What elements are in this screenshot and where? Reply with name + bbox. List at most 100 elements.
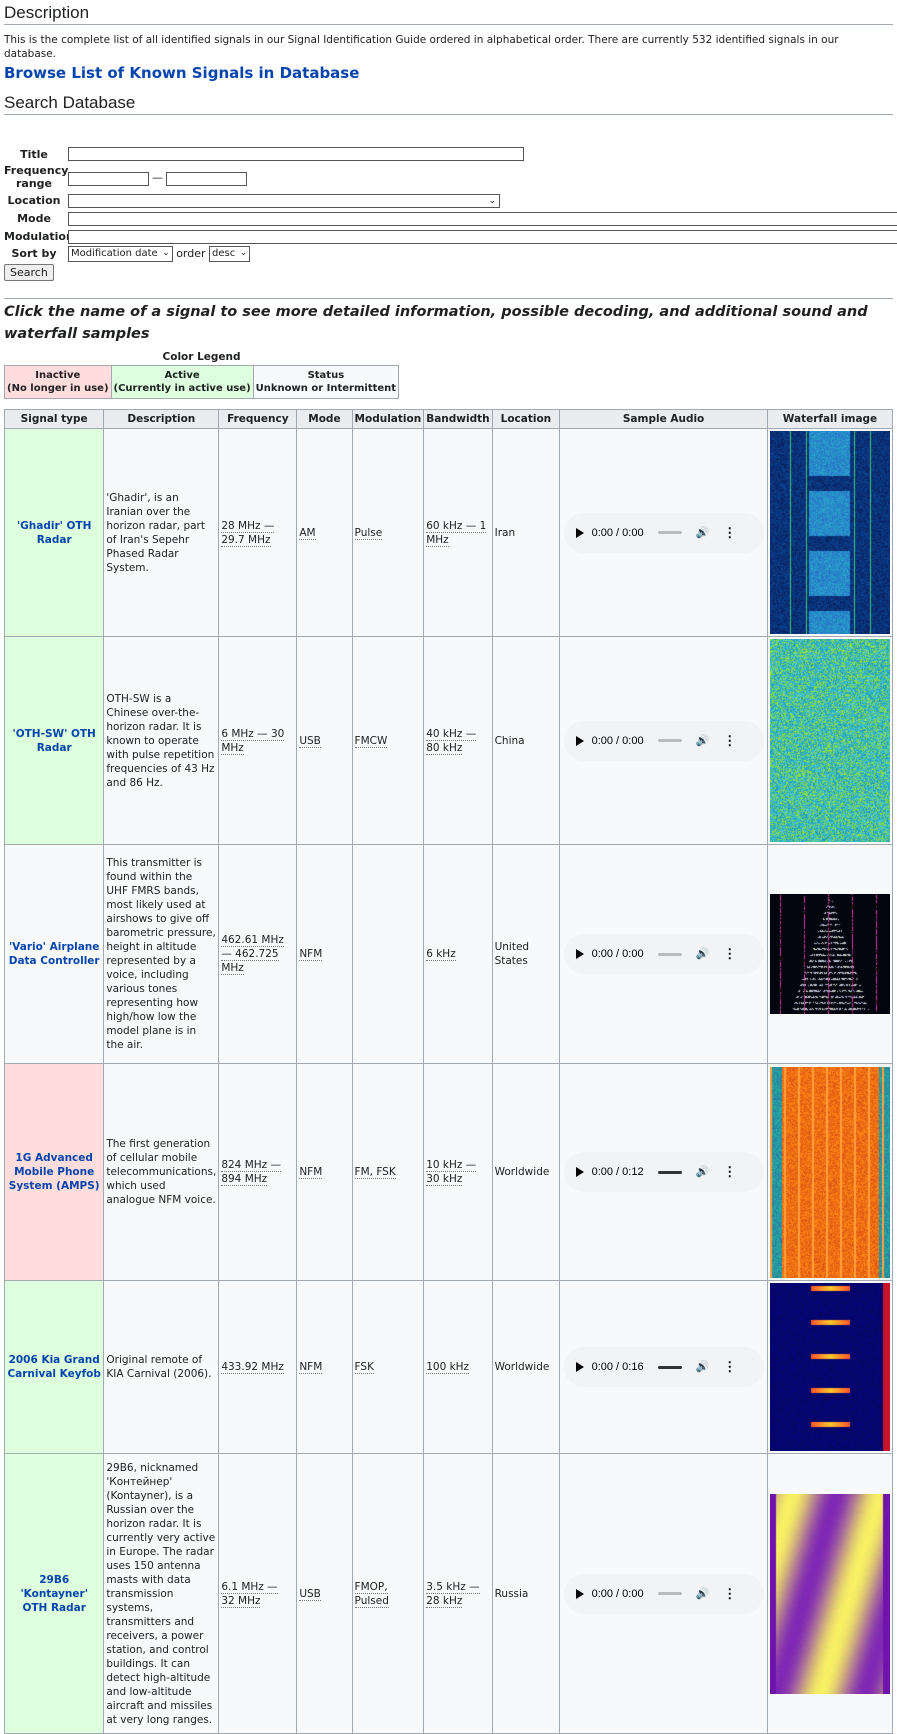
audio-cell: 0:00 / 0:00 🔊 ⋮ [559, 1453, 768, 1734]
play-icon[interactable] [575, 1362, 584, 1372]
signal-link[interactable]: 2006 Kia Grand Carnival Keyfob [7, 1354, 101, 1380]
frequency-cell: 6 MHz — 30 MHz [218, 636, 298, 845]
legend-inactive: Inactive (No longer in use) [4, 365, 112, 399]
signal-link[interactable]: 1G Advanced Mobile Phone System (AMPS) [8, 1152, 100, 1192]
frequency-value: 433.92 MHz [221, 1361, 284, 1374]
audio-player[interactable]: 0:00 / 0:00 🔊 ⋮ [563, 512, 764, 553]
signal-name-cell: 29B6 'Kontayner' OTH Radar [3, 1453, 105, 1734]
description-cell: OTH-SW is a Chinese over-the-horizon rad… [103, 636, 220, 845]
title-input[interactable] [68, 147, 524, 161]
more-options-icon[interactable]: ⋮ [723, 732, 737, 748]
bandwidth-cell: 6 kHz [423, 844, 493, 1064]
audio-time: 0:00 / 0:12 [591, 1166, 644, 1178]
mode-cell: USB [296, 636, 353, 845]
play-icon[interactable] [575, 735, 584, 746]
color-legend: Color Legend Inactive (No longer in use) … [4, 351, 400, 399]
volume-icon[interactable]: 🔊 [695, 1587, 710, 1600]
volume-icon[interactable]: 🔊 [695, 1361, 710, 1373]
signal-name-cell: 'OTH-SW' OTH Radar [3, 636, 105, 845]
table-row: 29B6 'Kontayner' OTH Radar 29B6, nickname… [3, 1453, 894, 1734]
more-options-icon[interactable]: ⋮ [723, 1585, 737, 1601]
header-signal-type: Signal type [3, 409, 105, 429]
audio-progress-slider[interactable] [657, 952, 682, 956]
bandwidth-value: 60 kHz — 1 MHz [426, 519, 487, 547]
legend-inactive-sub: (No longer in use) [7, 383, 109, 394]
signal-link[interactable]: 'Ghadir' OTH Radar [16, 519, 92, 546]
audio-progress-slider[interactable] [657, 531, 682, 534]
signal-name-cell: 2006 Kia Grand Carnival Keyfob [3, 1280, 105, 1454]
audio-time: 0:00 / 0:00 [591, 948, 644, 960]
waterfall-image[interactable] [769, 431, 890, 634]
header-frequency: Frequency [218, 409, 298, 429]
legend-status-sub: Unknown or Intermittent [255, 383, 397, 394]
sortby-value: Modification date [71, 248, 158, 259]
play-icon[interactable] [575, 527, 584, 538]
search-form: Title Frequency range — Location ⌄ Mode … [4, 145, 897, 281]
volume-icon[interactable]: 🔊 [695, 1166, 710, 1178]
signal-link[interactable]: 29B6 'Kontayner' OTH Radar [20, 1573, 88, 1614]
mode-cell: NFM [296, 1063, 353, 1281]
audio-player[interactable]: 0:00 / 0:16 🔊 ⋮ [563, 1347, 764, 1387]
audio-cell: 0:00 / 0:00 🔊 ⋮ [559, 428, 768, 637]
location-select[interactable]: ⌄ [68, 194, 500, 208]
audio-cell: 0:00 / 0:12 🔊 ⋮ [559, 1063, 768, 1281]
legend-inactive-title: Inactive [35, 370, 81, 381]
description-heading: Description [4, 2, 893, 25]
audio-player[interactable]: 0:00 / 0:00 🔊 ⋮ [563, 1573, 764, 1614]
waterfall-image[interactable] [769, 639, 890, 842]
audio-player[interactable]: 0:00 / 0:12 🔊 ⋮ [563, 1152, 764, 1192]
volume-icon[interactable]: 🔊 [695, 734, 710, 747]
waterfall-image[interactable] [769, 1493, 890, 1694]
bandwidth-cell: 40 kHz — 80 kHz [423, 636, 493, 845]
frequency-value: 28 MHz — 29.7 MHz [221, 519, 275, 547]
frequency-min-input[interactable] [68, 172, 149, 186]
browse-list-link[interactable]: Browse List of Known Signals in Database [4, 64, 360, 82]
signal-link[interactable]: 'OTH-SW' OTH Radar [12, 727, 96, 754]
order-select[interactable]: desc ⌄ [209, 246, 251, 262]
volume-icon[interactable]: 🔊 [695, 526, 710, 539]
frequency-value: 6 MHz — 30 MHz [221, 727, 285, 755]
waterfall-image[interactable] [769, 1066, 890, 1278]
chevron-down-icon: ⌄ [488, 196, 496, 206]
bandwidth-cell: 10 kHz — 30 kHz [423, 1063, 493, 1281]
table-row: 'OTH-SW' OTH Radar OTH-SW is a Chinese ov… [3, 636, 894, 845]
more-options-icon[interactable]: ⋮ [723, 1359, 737, 1374]
more-options-icon[interactable]: ⋮ [723, 524, 737, 540]
bandwidth-value: 3.5 kHz — 28 kHz [426, 1580, 480, 1608]
waterfall-image[interactable] [769, 1283, 890, 1451]
location-cell: Iran [491, 428, 561, 637]
audio-progress-slider[interactable] [657, 1365, 682, 1369]
signal-name-cell: 'Vario' Airplane Data Controller [3, 844, 105, 1064]
frequency-value: 462.61 MHz — 462.725 MHz [221, 934, 284, 975]
location-label: Location [7, 194, 61, 207]
play-icon[interactable] [575, 1588, 584, 1599]
audio-player[interactable]: 0:00 / 0:00 🔊 ⋮ [563, 934, 764, 974]
frequency-separator: — [152, 171, 163, 184]
mode-input[interactable] [68, 212, 897, 226]
bandwidth-cell: 3.5 kHz — 28 kHz [423, 1453, 493, 1734]
frequency-cell: 433.92 MHz [218, 1280, 298, 1454]
mode-label: Mode [17, 212, 51, 225]
table-row: 2006 Kia Grand Carnival Keyfob Original r… [3, 1280, 894, 1454]
play-icon[interactable] [575, 949, 584, 959]
sortby-select[interactable]: Modification date ⌄ [68, 246, 173, 262]
legend-status: Status Unknown or Intermittent [252, 365, 400, 399]
audio-progress-slider[interactable] [657, 739, 682, 742]
frequency-value: 6.1 MHz — 32 MHz [221, 1580, 278, 1608]
frequency-max-input[interactable] [166, 172, 247, 186]
audio-player[interactable]: 0:00 / 0:00 🔊 ⋮ [563, 720, 764, 761]
waterfall-cell [766, 844, 894, 1064]
more-options-icon[interactable]: ⋮ [723, 946, 737, 961]
search-button[interactable]: Search [4, 264, 54, 281]
bandwidth-value: 6 kHz [426, 948, 456, 961]
frequency-cell: 462.61 MHz — 462.725 MHz [218, 844, 298, 1064]
audio-progress-slider[interactable] [657, 1592, 682, 1595]
play-icon[interactable] [575, 1167, 584, 1177]
signal-link[interactable]: 'Vario' Airplane Data Controller [8, 941, 100, 967]
volume-icon[interactable]: 🔊 [695, 948, 710, 960]
frequency-cell: 824 MHz — 894 MHz [218, 1063, 298, 1281]
audio-progress-slider[interactable] [657, 1170, 682, 1174]
more-options-icon[interactable]: ⋮ [723, 1164, 737, 1179]
modulation-input[interactable] [68, 230, 897, 244]
waterfall-image[interactable] [769, 894, 890, 1014]
